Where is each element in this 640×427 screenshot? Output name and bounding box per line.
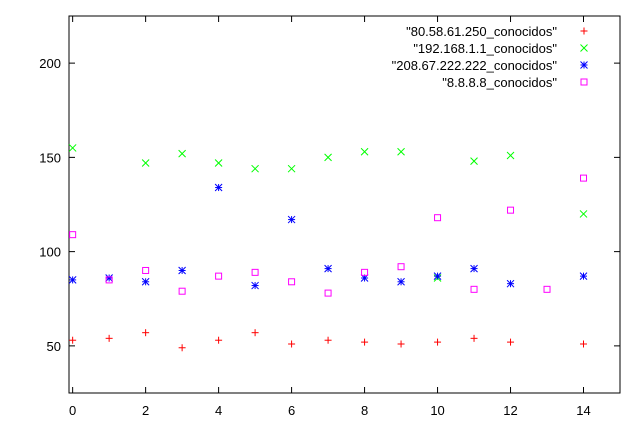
y-tick-label: 50 xyxy=(47,339,61,354)
data-point xyxy=(543,285,551,293)
data-point xyxy=(397,277,405,286)
data-point xyxy=(141,159,150,167)
y-tick-label: 100 xyxy=(39,245,61,260)
x-tick-label: 6 xyxy=(288,403,295,418)
data-point xyxy=(506,279,515,288)
legend-entry: "80.58.61.250_conocidos" xyxy=(406,24,588,39)
x-tick-label: 12 xyxy=(503,403,517,418)
data-point xyxy=(324,289,332,297)
data-point xyxy=(105,334,113,342)
data-point xyxy=(251,164,259,173)
data-point xyxy=(507,206,515,214)
data-point xyxy=(178,344,186,352)
data-point xyxy=(397,147,405,156)
data-point xyxy=(470,285,478,293)
data-point xyxy=(215,272,223,280)
x-tick-label: 14 xyxy=(576,403,590,418)
data-point xyxy=(214,159,223,167)
data-point xyxy=(69,336,77,344)
data-point xyxy=(178,287,186,295)
legend-entry: "8.8.8.8_conocidos" xyxy=(442,75,588,90)
legend-entry: "208.67.222.222_conocidos" xyxy=(392,58,588,73)
series-3 xyxy=(68,183,588,290)
data-point xyxy=(141,277,150,286)
data-point xyxy=(68,276,77,284)
legend-marker xyxy=(580,78,588,86)
x-tick-label: 2 xyxy=(142,403,149,418)
data-point xyxy=(470,264,478,273)
data-point xyxy=(68,144,77,152)
data-point xyxy=(142,266,150,274)
data-point xyxy=(105,276,113,284)
data-point xyxy=(397,263,405,271)
data-point xyxy=(507,338,515,346)
data-point xyxy=(287,215,296,224)
data-point xyxy=(251,329,259,337)
x-tick-label: 10 xyxy=(430,403,444,418)
data-point xyxy=(361,268,369,276)
data-point xyxy=(178,266,186,275)
data-point xyxy=(251,268,259,276)
plot-frame xyxy=(68,15,621,394)
data-point xyxy=(506,151,515,160)
axis-ticks: 0 2 4 6 8 10 12 14 50 100 150 200 xyxy=(39,16,620,418)
data-point xyxy=(470,157,478,165)
data-point xyxy=(287,164,296,173)
data-point xyxy=(433,272,442,280)
data-point xyxy=(288,340,296,348)
data-point xyxy=(251,281,259,290)
data-point xyxy=(434,338,442,346)
data-points xyxy=(68,144,588,352)
data-point xyxy=(360,147,369,156)
y-tick-label: 150 xyxy=(39,150,61,165)
data-point xyxy=(324,264,332,273)
y-tick-label: 200 xyxy=(39,56,61,71)
legend-label: "8.8.8.8_conocidos" xyxy=(442,75,557,90)
legend-entry: "192.168.1.1_conocidos" xyxy=(413,41,588,56)
data-point xyxy=(579,272,588,280)
data-point xyxy=(580,174,588,182)
series-4 xyxy=(69,174,588,297)
legend: "80.58.61.250_conocidos" "192.168.1.1_con… xyxy=(392,24,588,90)
legend-marker xyxy=(580,44,588,52)
data-point xyxy=(69,231,77,239)
data-point xyxy=(397,340,405,348)
data-point xyxy=(434,214,442,222)
data-point xyxy=(142,329,150,337)
data-point xyxy=(178,149,186,158)
legend-marker xyxy=(580,27,588,35)
data-point xyxy=(324,153,332,162)
x-tick-label: 4 xyxy=(215,403,222,418)
legend-label: "192.168.1.1_conocidos" xyxy=(413,41,557,56)
data-point xyxy=(215,336,223,344)
data-point xyxy=(214,183,223,192)
series-1 xyxy=(69,329,588,352)
data-point xyxy=(361,338,369,346)
data-point xyxy=(580,340,588,348)
data-point xyxy=(324,336,332,344)
series-2 xyxy=(68,144,588,282)
data-point xyxy=(105,274,113,282)
x-tick-label: 0 xyxy=(69,403,76,418)
data-point xyxy=(288,278,296,286)
data-point xyxy=(579,210,588,218)
legend-label: "80.58.61.250_conocidos" xyxy=(406,24,557,39)
legend-label: "208.67.222.222_conocidos" xyxy=(392,58,558,73)
data-point xyxy=(470,334,478,342)
legend-marker xyxy=(580,61,588,69)
x-tick-label: 8 xyxy=(361,403,368,418)
